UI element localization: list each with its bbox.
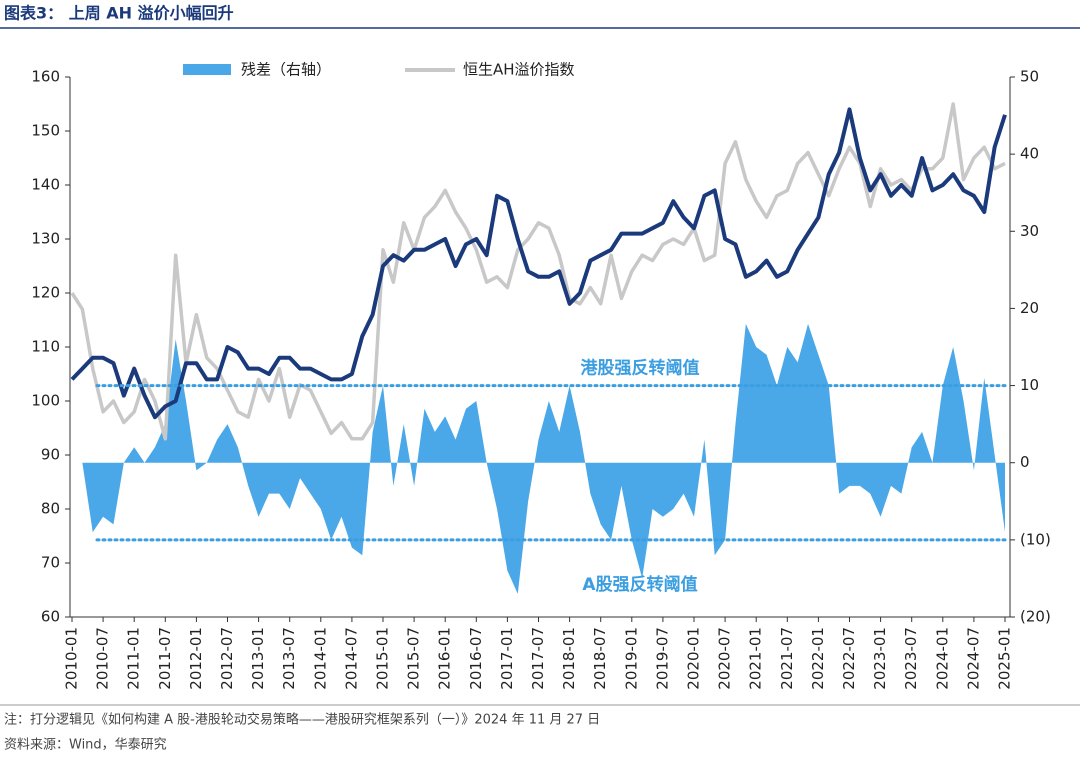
y2-tick-label: 0 <box>1020 453 1030 471</box>
y2-tick-label: 40 <box>1020 145 1039 163</box>
x-tick-label: 2013-07 <box>280 627 298 690</box>
x-tick-label: 2021-01 <box>747 627 765 690</box>
y2-tick-label: 30 <box>1020 222 1039 240</box>
x-tick-label: 2015-07 <box>405 627 423 690</box>
y-tick-label: 60 <box>41 608 60 626</box>
y2-tick-label: 50 <box>1020 68 1039 86</box>
x-tick-label: 2017-01 <box>498 627 516 690</box>
x-tick-label: 2024-01 <box>933 627 951 690</box>
y-tick-label: 130 <box>31 230 60 248</box>
x-tick-label: 2018-07 <box>591 627 609 690</box>
series-line <box>70 102 1006 441</box>
source: 资料来源：Wind，华泰研究 <box>4 738 167 753</box>
y-tick-label: 160 <box>31 68 60 86</box>
y-tick-label: 120 <box>31 284 60 302</box>
x-tick-label: 2016-07 <box>467 627 485 690</box>
y-tick-label: 150 <box>31 122 60 140</box>
x-tick-label: 2010-07 <box>94 627 112 690</box>
chart-title: 图表3： 上周 AH 溢价小幅回升 <box>4 4 234 23</box>
series-line <box>70 107 1007 420</box>
legend-swatch <box>183 64 231 75</box>
x-tick-label: 2014-01 <box>311 627 329 690</box>
x-tick-label: 2025-01 <box>996 627 1014 690</box>
x-tick-label: 2011-01 <box>125 627 143 690</box>
y2-tick-label: 20 <box>1020 299 1039 317</box>
y-tick-label: 110 <box>31 338 60 356</box>
legend-label: 残差（右轴） <box>241 61 331 79</box>
note: 注：打分逻辑见《如何构建 A 股-港股轮动交易策略——港股研究框架系列（一）》2… <box>4 712 600 728</box>
threshold-label: A股强反转阈值 <box>582 574 697 595</box>
y-tick-label: 80 <box>41 500 60 518</box>
y-tick-label: 140 <box>31 176 60 194</box>
y-tick-label: 100 <box>31 392 60 410</box>
x-tick-label: 2020-07 <box>716 627 734 690</box>
x-tick-label: 2024-07 <box>964 627 982 690</box>
x-tick-label: 2014-07 <box>342 627 360 690</box>
x-tick-label: 2023-01 <box>871 627 889 690</box>
x-tick-label: 2012-01 <box>187 627 205 690</box>
threshold-label: 港股强反转阈值 <box>581 358 700 379</box>
x-tick-label: 2020-01 <box>685 627 703 690</box>
x-tick-label: 2012-07 <box>218 627 236 690</box>
x-tick-label: 2023-07 <box>902 627 920 690</box>
x-tick-label: 2016-01 <box>436 627 454 690</box>
x-tick-label: 2022-01 <box>809 627 827 690</box>
x-tick-label: 2015-01 <box>374 627 392 690</box>
y-tick-label: 90 <box>41 446 60 464</box>
x-tick-label: 2010-01 <box>63 627 81 690</box>
x-tick-label: 2011-07 <box>156 627 174 690</box>
y2-tick-label: (10) <box>1020 530 1051 548</box>
y-tick-label: 70 <box>41 554 60 572</box>
x-tick-label: 2019-01 <box>622 627 640 690</box>
y2-tick-label: (20) <box>1020 608 1051 626</box>
x-tick-label: 2013-01 <box>249 627 267 690</box>
residual-area <box>72 323 1005 594</box>
x-tick-label: 2022-07 <box>840 627 858 690</box>
x-tick-label: 2018-01 <box>560 627 578 690</box>
x-tick-label: 2017-07 <box>529 627 547 690</box>
x-tick-label: 2019-07 <box>653 627 671 690</box>
y2-tick-label: 10 <box>1020 376 1039 394</box>
x-tick-label: 2021-07 <box>778 627 796 690</box>
legend-label: 恒生AH溢价指数 <box>463 61 575 79</box>
